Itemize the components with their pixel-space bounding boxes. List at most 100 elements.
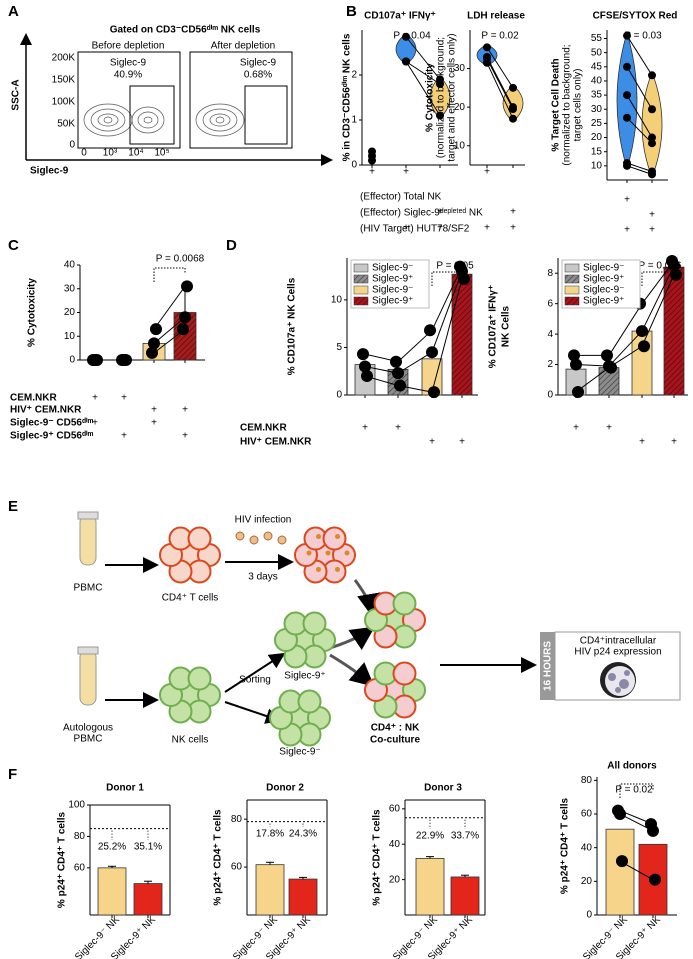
pair-line — [641, 265, 675, 332]
diagram-label: CD4⁺ T cells — [162, 593, 219, 604]
y-tick-label: 150K — [52, 75, 76, 86]
bar — [288, 878, 318, 916]
tube — [79, 649, 97, 706]
gate-title: Gated on CD3⁻CD56ᵈⁱᵐ NK cells — [110, 24, 261, 36]
annotation: 22.9% — [416, 831, 444, 842]
p-value: P = 0.03 — [624, 31, 662, 42]
y-tick-label: 30 — [64, 283, 76, 294]
cell-illustration — [608, 673, 616, 681]
pair-line — [641, 274, 675, 347]
y-tick-label: 8 — [547, 268, 553, 279]
y-axis-label: target cells only) — [573, 69, 584, 142]
data-point — [638, 340, 650, 353]
data-point — [148, 337, 160, 350]
pair-line — [486, 47, 514, 89]
data-point — [402, 57, 410, 66]
y-axis-label: % Target Cell Death — [551, 58, 562, 151]
condition-mark: + — [624, 195, 630, 206]
condition-mark: + — [395, 423, 401, 434]
data-point — [402, 32, 410, 41]
condition-mark: + — [459, 437, 465, 448]
tube-cap — [77, 646, 99, 655]
data-point — [368, 147, 376, 156]
data-point — [179, 311, 191, 324]
condition-mark: + — [362, 423, 368, 434]
chart-title: All donors — [607, 761, 657, 772]
condition-mark: + — [484, 167, 490, 178]
cell — [302, 611, 327, 636]
pair-line — [405, 61, 441, 85]
condition-label: HIV⁺ CEM.NKR — [240, 437, 312, 448]
y-tick-label: 10 — [64, 331, 76, 342]
virus — [316, 534, 321, 540]
y-tick-label: 100 — [68, 800, 85, 811]
chart-title: CD107a⁺ IFNγ⁺ — [364, 11, 436, 22]
data-point — [572, 385, 584, 398]
legend-label: Siglec-9⁻ — [372, 285, 413, 296]
diagram-label: Autologous — [63, 723, 113, 734]
y-tick-label: 0 — [69, 355, 75, 366]
data-point — [177, 323, 189, 336]
legend-swatch — [564, 285, 580, 295]
legend-hatch — [354, 297, 368, 305]
diagram-label: CD4⁺intracellular — [580, 636, 657, 647]
condition-mark: + — [151, 418, 157, 429]
condition-mark: + — [510, 207, 516, 218]
data-point — [509, 114, 517, 123]
diagram-label: PBMC — [74, 583, 103, 594]
condition-mark: + — [649, 210, 655, 221]
y-tick-label: 80 — [74, 831, 86, 842]
condition-mark: + — [121, 431, 127, 442]
condition-label: Siglec-9⁺ CD56ᵈⁱᵐ — [10, 430, 94, 442]
y-tick-label: 60 — [74, 862, 86, 873]
virus — [335, 566, 340, 572]
condition-mark: + — [92, 418, 98, 429]
pair-line — [486, 58, 514, 110]
arrow — [329, 653, 375, 687]
pair-line — [431, 278, 463, 393]
annotation: 33.7% — [451, 831, 479, 842]
virus — [325, 550, 331, 556]
data-point — [636, 325, 648, 338]
y-tick-label: 20 — [64, 307, 76, 318]
y-tick-label: 35 — [591, 90, 603, 101]
pair-line — [431, 266, 463, 331]
y-axis-label: % p24⁺ CD4⁺ T cells — [372, 809, 383, 906]
y-tick-label: 60 — [389, 803, 401, 814]
panel-label: D — [226, 237, 237, 254]
annotation: 17.8% — [256, 829, 284, 840]
virus-icon — [263, 531, 273, 541]
y-tick-label: 10 — [454, 140, 466, 151]
y-tick-label: 40 — [581, 842, 593, 853]
diagram-label: CD4⁺ : NK — [371, 723, 420, 734]
legend-label: Siglec-9⁻ — [583, 285, 624, 296]
data-point — [357, 348, 369, 361]
virus — [344, 550, 350, 556]
arrow — [224, 652, 286, 693]
diagram-label: HIV infection — [235, 515, 292, 526]
diagram-label: PBMC — [74, 734, 103, 745]
y-tick-label: 1 — [351, 115, 357, 126]
legend-hatch — [565, 297, 579, 305]
gate-label: Siglec-9 — [240, 58, 277, 69]
condition-mark: + — [671, 437, 677, 448]
y-tick-label: 0 — [547, 390, 553, 401]
tube — [79, 514, 97, 566]
condition-mark: + — [429, 437, 435, 448]
y-tick-label: 80 — [231, 814, 243, 825]
data-point — [668, 259, 680, 272]
virus-icon — [277, 535, 287, 545]
condition-label: Siglec-9⁻ CD56ᵈⁱᵐ — [10, 417, 94, 429]
condition-label: CEM.NKR — [10, 393, 57, 404]
p-value: P = 0.056 — [639, 261, 682, 272]
data-point — [146, 346, 158, 359]
panel-label: B — [346, 3, 357, 20]
y-tick-label: 20 — [591, 132, 603, 143]
condition-label: HIV⁺ CEM.NKR — [10, 405, 82, 416]
gate — [244, 85, 288, 145]
y-tick-label: 10 — [591, 160, 603, 171]
cell — [322, 526, 347, 551]
y-tick-label: 30 — [591, 104, 603, 115]
condition-mark: + — [121, 393, 127, 404]
y-tick-label: 50 — [591, 47, 603, 58]
